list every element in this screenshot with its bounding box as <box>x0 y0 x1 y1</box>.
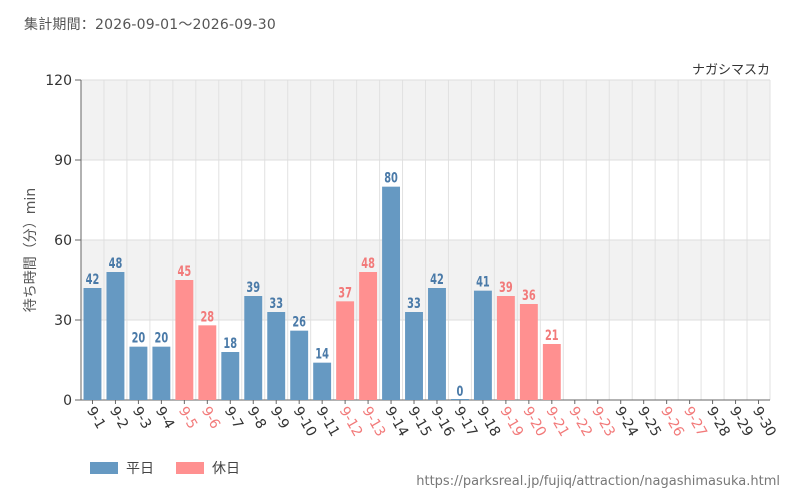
x-tick-label-9-17: 9-17 <box>450 404 480 440</box>
value-label-9-21: 21 <box>545 327 559 344</box>
x-tick-label-9-9: 9-9 <box>267 404 292 432</box>
y-axis-label: 待ち時間（分）min <box>23 188 39 312</box>
y-tick-label: 120 <box>45 73 72 89</box>
bar-9-3 <box>129 346 148 400</box>
bar-9-18 <box>473 290 492 400</box>
bar-9-10 <box>290 330 309 400</box>
legend-item-weekday[interactable]: 平日 <box>90 458 154 478</box>
bar-9-14 <box>382 186 401 400</box>
bar-9-15 <box>405 312 423 400</box>
legend-swatch-holiday <box>176 462 204 474</box>
value-label-9-8: 39 <box>246 279 260 296</box>
y-tick-label: 30 <box>54 313 72 329</box>
value-label-9-13: 48 <box>361 255 375 272</box>
x-tick-label-9-24: 9-24 <box>611 404 641 440</box>
x-tick-label-9-10: 9-10 <box>290 404 320 440</box>
bar-9-20 <box>519 304 538 400</box>
x-tick-label-9-19: 9-19 <box>496 404 526 440</box>
bar-9-12 <box>336 301 355 400</box>
value-label-9-4: 20 <box>155 329 169 346</box>
y-tick-label: 0 <box>63 393 72 409</box>
source-url[interactable]: https://parksreal.jp/fujiq/attraction/na… <box>416 474 780 489</box>
bar-9-1 <box>83 288 102 400</box>
bar-9-13 <box>359 272 378 400</box>
x-tick-label-9-23: 9-23 <box>588 404 618 440</box>
x-tick-label-9-26: 9-26 <box>657 404 687 440</box>
x-tick-label-9-14: 9-14 <box>382 404 412 440</box>
bar-9-5 <box>175 280 194 400</box>
x-tick-label-9-6: 9-6 <box>198 404 223 432</box>
value-label-9-2: 48 <box>109 255 123 272</box>
value-label-9-10: 26 <box>292 313 306 330</box>
value-label-9-12: 37 <box>338 284 352 301</box>
x-tick-label-9-8: 9-8 <box>244 404 269 432</box>
x-tick-label-9-3: 9-3 <box>129 404 154 432</box>
y-tick-label: 60 <box>54 233 72 249</box>
legend-label-weekday: 平日 <box>126 461 154 477</box>
bar-9-19 <box>496 296 515 400</box>
x-tick-label-9-29: 9-29 <box>726 404 756 440</box>
chart-legend: 平日 休日 <box>90 458 240 478</box>
x-tick-label-9-2: 9-2 <box>106 404 131 432</box>
x-tick-label-9-20: 9-20 <box>519 404 549 440</box>
x-tick-label-9-15: 9-15 <box>405 404 435 440</box>
x-tick-label-9-28: 9-28 <box>703 404 733 440</box>
bar-9-21 <box>542 344 561 400</box>
x-tick-label-9-18: 9-18 <box>473 404 503 440</box>
x-tick-label-9-30: 9-30 <box>749 404 779 440</box>
x-tick-label-9-21: 9-21 <box>542 404 572 440</box>
x-tick-label-9-22: 9-22 <box>565 404 595 440</box>
value-label-9-15: 33 <box>407 295 421 312</box>
x-tick-label-9-1: 9-1 <box>83 404 108 432</box>
bar-9-4 <box>152 346 171 400</box>
x-tick-label-9-25: 9-25 <box>634 404 664 440</box>
x-tick-label-9-16: 9-16 <box>428 404 458 440</box>
value-label-9-11: 14 <box>315 345 329 362</box>
value-label-9-9: 33 <box>269 295 283 312</box>
value-label-9-3: 20 <box>132 329 146 346</box>
bar-9-7 <box>221 352 240 400</box>
x-tick-label-9-5: 9-5 <box>175 404 200 432</box>
x-tick-label-9-12: 9-12 <box>336 404 366 440</box>
x-tick-label-9-11: 9-11 <box>313 404 343 440</box>
x-tick-label-9-13: 9-13 <box>359 404 389 440</box>
legend-label-holiday: 休日 <box>212 461 240 477</box>
value-label-9-7: 18 <box>223 335 237 352</box>
bar-9-16 <box>428 288 446 400</box>
period-label: 集計期間：2026-09-01〜2026-09-30 <box>24 17 276 33</box>
bar-9-17 <box>450 399 469 400</box>
value-label-9-1: 42 <box>86 271 100 288</box>
y-tick-label: 90 <box>54 153 72 169</box>
value-label-9-20: 36 <box>522 287 536 304</box>
x-tick-label-9-4: 9-4 <box>152 404 177 432</box>
bar-9-6 <box>198 325 217 400</box>
x-tick-label-9-27: 9-27 <box>680 404 710 440</box>
value-label-9-19: 39 <box>499 279 513 296</box>
value-label-9-6: 28 <box>200 308 214 325</box>
value-label-9-14: 80 <box>384 169 398 186</box>
legend-item-holiday[interactable]: 休日 <box>176 458 240 478</box>
bar-9-11 <box>313 362 332 400</box>
legend-swatch-weekday <box>90 462 118 474</box>
bar-9-9 <box>267 312 286 400</box>
x-tick-label-9-7: 9-7 <box>221 404 246 432</box>
chart-title: ナガシマスカ <box>692 63 770 78</box>
bar-9-2 <box>106 272 125 400</box>
value-label-9-18: 41 <box>476 273 490 290</box>
value-label-9-16: 42 <box>430 271 444 288</box>
value-label-9-5: 45 <box>178 263 192 280</box>
bar-9-8 <box>244 296 263 400</box>
value-label-9-17: 0 <box>457 383 464 400</box>
